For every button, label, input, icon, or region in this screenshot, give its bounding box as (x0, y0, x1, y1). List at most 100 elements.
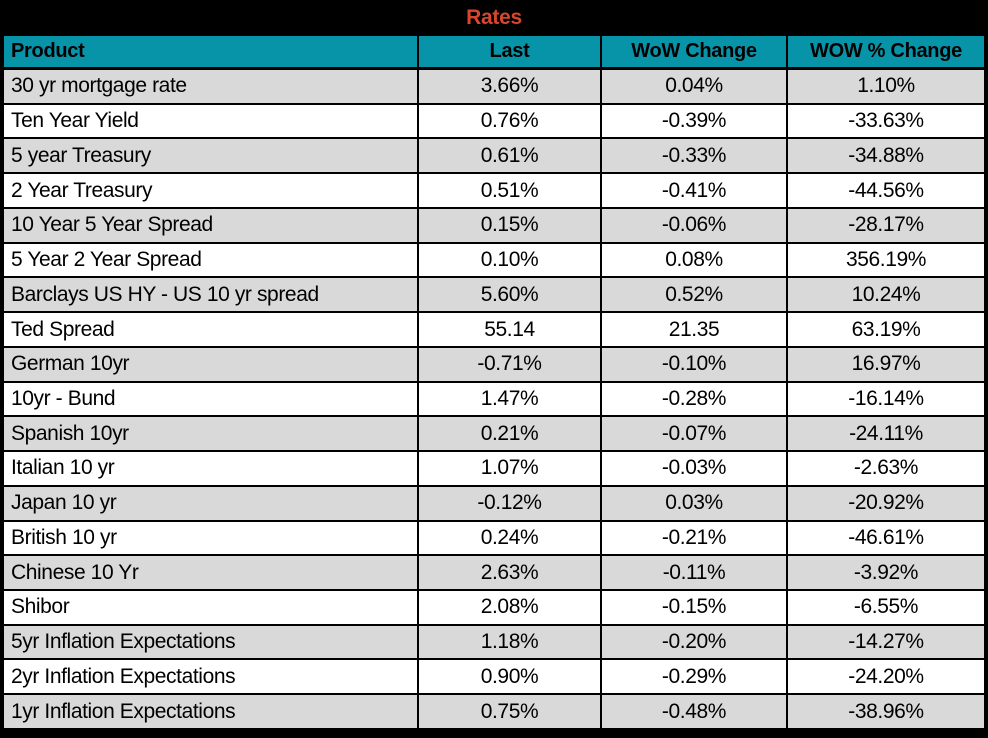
value-cell: 0.52% (602, 278, 788, 312)
value-cell: 0.21% (419, 417, 602, 451)
table-row: Barclays US HY - US 10 yr spread 5.60% 0.5… (4, 278, 984, 314)
value-cell: -24.20% (848, 664, 924, 688)
value-cell: 0.90% (419, 660, 602, 694)
table-row: 5yr Inflation Expectations 1.18% -0.20% -14… (4, 625, 984, 661)
table-row: 10 Year 5 Year Spread 0.15% -0.06% -28.17% (4, 208, 984, 244)
value-cell: 0.24% (419, 521, 602, 555)
column-header-wow-pct-change: WOW % Change (810, 40, 962, 62)
table-row: 5 Year 2 Year Spread 0.10% 0.08% 356.19% (4, 243, 984, 279)
value-cell: -34.88% (848, 143, 924, 167)
table-row: 10yr - Bund 1.47% -0.28% -16.14% (4, 382, 984, 418)
value-cell: 2.08% (419, 591, 602, 624)
product-cell: 5 year Treasury (4, 139, 419, 173)
value-cell: -0.29% (602, 660, 788, 694)
value-cell: -0.15% (602, 591, 788, 624)
product-cell: 2yr Inflation Expectations (4, 660, 419, 694)
value-cell: 0.08% (602, 243, 788, 277)
value-cell: 55.14 (419, 313, 602, 346)
value-cell: 356.19% (845, 248, 927, 272)
product-cell: 1yr Inflation Expectations (4, 695, 419, 728)
value-cell: 0.15% (419, 208, 602, 242)
product-cell: 30 yr mortgage rate (4, 70, 419, 103)
product-cell: Chinese 10 Yr (4, 556, 419, 590)
product-cell: 10 Year 5 Year Spread (4, 208, 419, 242)
value-cell: 0.61% (419, 139, 602, 173)
value-cell: -44.56% (848, 178, 924, 202)
value-cell: 1.18% (419, 625, 602, 659)
value-cell: 0.10% (419, 243, 602, 277)
value-cell: 1.47% (419, 382, 602, 416)
value-cell: -0.12% (419, 486, 602, 520)
product-cell: 5yr Inflation Expectations (4, 625, 419, 659)
value-cell: -0.20% (602, 625, 788, 659)
value-cell: 21.35 (602, 313, 788, 346)
product-cell: Italian 10 yr (4, 452, 419, 485)
product-cell: Shibor (4, 591, 419, 624)
column-header-wow-change: WoW Change (602, 36, 788, 67)
table-row: 2 Year Treasury 0.51% -0.41% -44.56% (4, 174, 984, 209)
value-cell: -38.96% (848, 699, 924, 723)
value-cell: -20.92% (848, 491, 924, 515)
table-row: Ted Spread 55.14 21.35 63.19% (4, 313, 984, 348)
value-cell: -0.10% (602, 347, 788, 381)
value-cell: -2.63% (853, 456, 919, 480)
table-row: Spanish 10yr 0.21% -0.07% -24.11% (4, 417, 984, 453)
table-row: German 10yr -0.71% -0.10% 16.97% (4, 347, 984, 383)
value-cell: -0.06% (602, 208, 788, 242)
product-cell: Ten Year Yield (4, 104, 419, 138)
value-cell: 0.51% (419, 174, 602, 207)
table-row: 30 yr mortgage rate 3.66% 0.04% 1.10% (4, 70, 984, 105)
value-cell: 0.03% (602, 486, 788, 520)
value-cell: 1.07% (419, 452, 602, 485)
value-cell: 10.24% (851, 282, 921, 306)
table-row: Ten Year Yield 0.76% -0.39% -33.63% (4, 104, 984, 140)
table-row: 5 year Treasury 0.61% -0.33% -34.88% (4, 139, 984, 175)
table-row: Italian 10 yr 1.07% -0.03% -2.63% (4, 452, 984, 487)
value-cell: -6.55% (853, 595, 919, 619)
table-row: Shibor 2.08% -0.15% -6.55% (4, 591, 984, 626)
value-cell: 3.66% (419, 70, 602, 103)
value-cell: 0.76% (419, 104, 602, 138)
product-cell: Ted Spread (4, 313, 419, 346)
product-cell: Japan 10 yr (4, 486, 419, 520)
value-cell: 63.19% (851, 317, 921, 341)
value-cell: -0.07% (602, 417, 788, 451)
value-cell: -0.71% (419, 347, 602, 381)
value-cell: -3.92% (853, 560, 919, 584)
value-cell: -46.61% (848, 525, 924, 549)
product-cell: 5 Year 2 Year Spread (4, 243, 419, 277)
value-cell: 0.04% (602, 70, 788, 103)
value-cell: -33.63% (848, 109, 924, 133)
table-row: British 10 yr 0.24% -0.21% -46.61% (4, 521, 984, 557)
value-cell: -0.11% (602, 556, 788, 590)
product-cell: German 10yr (4, 347, 419, 381)
value-cell: 0.75% (419, 695, 602, 728)
product-cell: 2 Year Treasury (4, 174, 419, 207)
value-cell: -0.39% (602, 104, 788, 138)
value-cell: -0.03% (602, 452, 788, 485)
value-cell: 2.63% (419, 556, 602, 590)
value-cell: 5.60% (419, 278, 602, 312)
column-header-last: Last (419, 36, 602, 67)
product-cell: 10yr - Bund (4, 382, 419, 416)
value-cell: -0.41% (602, 174, 788, 207)
value-cell: -24.11% (849, 421, 923, 445)
value-cell: -16.14% (848, 386, 924, 410)
product-cell: British 10 yr (4, 521, 419, 555)
product-cell: Spanish 10yr (4, 417, 419, 451)
value-cell: -0.28% (602, 382, 788, 416)
product-cell: Barclays US HY - US 10 yr spread (4, 278, 419, 312)
table-row: Chinese 10 Yr 2.63% -0.11% -3.92% (4, 556, 984, 592)
value-cell: -0.33% (602, 139, 788, 173)
table-row: 2yr Inflation Expectations 0.90% -0.29% -24… (4, 660, 984, 696)
value-cell: -28.17% (848, 213, 924, 237)
table-body: 30 yr mortgage rate 3.66% 0.04% 1.10% Ten Ye… (4, 70, 984, 728)
table-title-bar: Rates (4, 0, 984, 36)
table-row: Japan 10 yr -0.12% 0.03% -20.92% (4, 486, 984, 522)
column-header-product: Product (4, 36, 419, 67)
value-cell: -14.27% (848, 630, 924, 654)
value-cell: 1.10% (857, 74, 915, 98)
table-title: Rates (466, 6, 522, 29)
value-cell: -0.48% (602, 695, 788, 728)
